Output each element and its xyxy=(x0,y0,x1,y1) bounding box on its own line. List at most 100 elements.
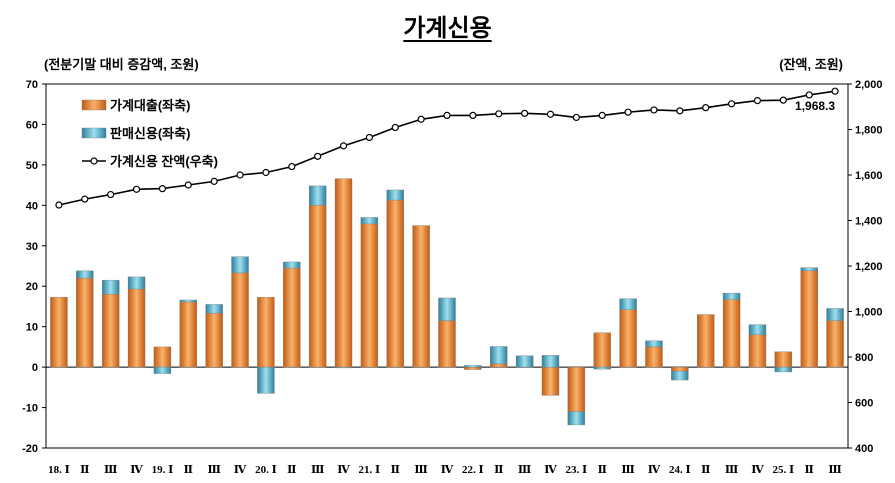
right-tick-label: 1,600 xyxy=(855,170,883,182)
loan-bar xyxy=(748,334,767,368)
x-tick-label: Ⅱ xyxy=(805,464,814,476)
left-tick-label: 60 xyxy=(26,119,38,131)
loan-bar xyxy=(179,301,197,368)
balance-point xyxy=(753,97,762,105)
credit-sales-bar xyxy=(748,324,767,335)
balance-point xyxy=(417,115,425,123)
loan-bar xyxy=(567,366,586,412)
credit-sales-bar xyxy=(567,411,586,426)
balance-point xyxy=(727,100,736,108)
balance-point xyxy=(521,109,529,117)
legend: 가계대출(좌축) 판매신용(좌축) 가계신용 잔액(우축) xyxy=(81,98,218,169)
credit-sales-bar xyxy=(619,298,637,310)
left-tick-label: 50 xyxy=(26,160,38,172)
credit-sales-bar xyxy=(127,276,146,290)
loan-bar xyxy=(153,346,172,368)
x-tick-label: Ⅲ xyxy=(518,464,531,476)
credit-sales-bar xyxy=(722,292,741,300)
balance-point xyxy=(495,110,503,118)
loan-bar xyxy=(722,299,741,368)
legend-loans-label: 가계대출(좌축) xyxy=(110,98,190,113)
loan-bar xyxy=(231,272,249,368)
x-tick-label: Ⅳ xyxy=(751,464,764,476)
loan-bar xyxy=(283,267,301,368)
credit-sales-bar xyxy=(334,366,353,369)
balance-point xyxy=(55,201,63,209)
balance-point xyxy=(391,123,399,132)
balance-point xyxy=(210,177,218,185)
loan-bar xyxy=(101,294,120,368)
credit-sales-bar xyxy=(231,256,249,274)
credit-sales-bar xyxy=(101,279,120,295)
loan-bar xyxy=(50,296,68,368)
right-tick-label: 1,800 xyxy=(855,125,883,137)
last-value-label: 1,968.3 xyxy=(795,99,835,113)
right-tick-label: 1,400 xyxy=(855,216,883,228)
x-tick-label: Ⅲ xyxy=(207,464,220,476)
credit-sales-bar xyxy=(515,355,534,368)
x-tick-label: Ⅲ xyxy=(311,464,324,476)
loan-bar xyxy=(541,366,560,396)
balance-point xyxy=(365,133,373,142)
credit-sales-bar xyxy=(360,217,379,225)
loan-bar xyxy=(800,270,818,368)
balance-point xyxy=(598,111,606,119)
credit-sales-bar xyxy=(464,365,482,368)
x-tick-label: Ⅳ xyxy=(544,464,557,476)
balance-point xyxy=(702,104,710,112)
loan-bar xyxy=(308,205,327,368)
loan-bar xyxy=(412,225,430,368)
x-tick-label: Ⅱ xyxy=(494,464,503,476)
balance-point xyxy=(132,185,141,193)
balance-point xyxy=(314,152,322,160)
x-tick-label: 18. Ⅰ xyxy=(48,464,70,476)
right-tick-label: 400 xyxy=(855,443,873,455)
credit-sales-bar xyxy=(257,366,275,394)
credit-sales-bar xyxy=(774,366,793,373)
right-tick-label: 600 xyxy=(855,398,873,410)
x-tick-label: 21. Ⅰ xyxy=(359,464,381,476)
balance-point xyxy=(81,195,89,203)
balance-point xyxy=(546,110,555,118)
loan-bar xyxy=(360,223,379,368)
balance-point xyxy=(236,171,244,179)
credit-sales-bar xyxy=(593,366,611,370)
x-tick-label: Ⅱ xyxy=(184,464,193,476)
right-tick-label: 2,000 xyxy=(855,79,883,91)
loan-bar xyxy=(593,332,611,368)
loan-bar xyxy=(826,320,844,368)
x-tick-label: Ⅳ xyxy=(648,464,661,476)
credit-sales-bar xyxy=(386,189,404,201)
credit-sales-bar xyxy=(179,299,197,303)
balance-point xyxy=(443,111,451,119)
credit-sales-bar xyxy=(438,297,456,321)
credit-sales-bar xyxy=(671,370,689,381)
credit-sales-bar xyxy=(308,185,327,206)
x-tick-label: Ⅳ xyxy=(130,464,143,476)
balance-point xyxy=(676,107,684,115)
x-tick-label: Ⅱ xyxy=(598,464,607,476)
balance-point xyxy=(469,111,477,119)
right-tick-label: 800 xyxy=(855,352,873,364)
x-tick-label: Ⅳ xyxy=(441,464,454,476)
right-tick-label: 1,000 xyxy=(855,307,883,319)
balance-point xyxy=(262,168,270,177)
x-tick-label: Ⅲ xyxy=(104,464,117,476)
x-tick-label: Ⅲ xyxy=(725,464,738,476)
bars-group xyxy=(50,178,844,426)
left-tick-label: 10 xyxy=(26,322,38,334)
legend-balance-marker xyxy=(90,157,98,165)
x-tick-label: 23. Ⅰ xyxy=(566,464,588,476)
loan-bar xyxy=(257,296,275,368)
left-tick-label: 70 xyxy=(26,79,38,91)
loan-bar xyxy=(774,351,793,368)
left-tick-label: -10 xyxy=(22,403,38,415)
balance-point xyxy=(184,181,192,189)
x-tick-label: Ⅲ xyxy=(414,464,427,476)
loan-bar xyxy=(386,199,404,368)
credit-sales-bar xyxy=(800,267,818,272)
loan-bar xyxy=(697,314,715,368)
loan-bar xyxy=(438,320,456,368)
loan-bar xyxy=(645,346,663,368)
